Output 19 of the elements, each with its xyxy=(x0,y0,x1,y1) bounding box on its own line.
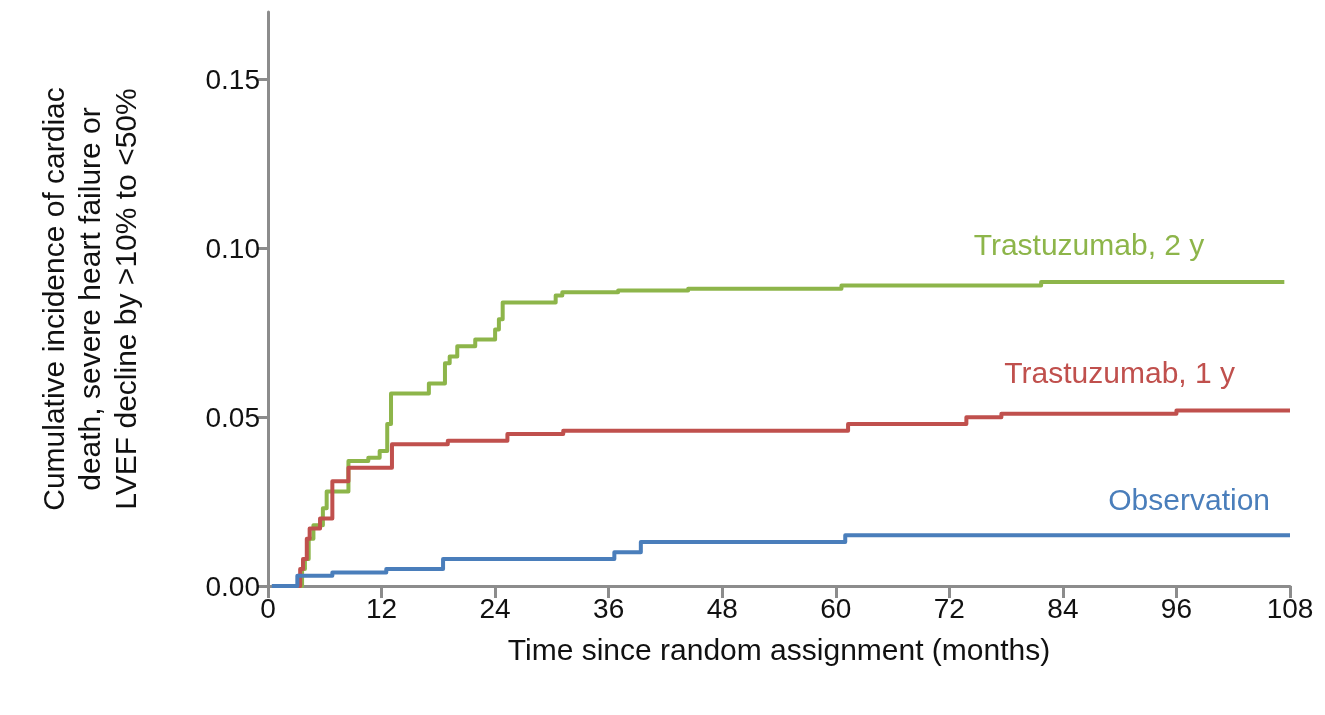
x-tick-label: 72 xyxy=(933,592,965,624)
y-tick-label: 0.10 xyxy=(205,232,260,264)
series-label: Observation xyxy=(1108,482,1270,516)
y-tick-label: 0.15 xyxy=(205,64,260,96)
x-tick-label: 12 xyxy=(365,592,398,624)
y-axis-title: Cumulative incidence of cardiac death, severe heart failure or LVEF decline by >10% to <50% xyxy=(36,87,142,511)
x-tick-label: 24 xyxy=(479,592,511,624)
series-label: Trastuzumab, 1 y xyxy=(1004,355,1235,389)
x-tick-label: 60 xyxy=(820,592,852,624)
y-tick-label: 0.00 xyxy=(205,570,260,602)
x-tick-label: 108 xyxy=(1266,592,1314,624)
x-tick-label: 48 xyxy=(706,592,738,624)
x-tick-label: 96 xyxy=(1160,592,1193,624)
x-tick-label: 0 xyxy=(260,592,276,624)
x-axis-title: Time since random assignment (months) xyxy=(507,632,1051,666)
x-tick-label: 36 xyxy=(593,592,625,624)
y-tick-label: 0.05 xyxy=(205,401,260,433)
series-label: Trastuzumab, 2 y xyxy=(973,227,1205,261)
x-tick-label: 84 xyxy=(1047,592,1079,624)
